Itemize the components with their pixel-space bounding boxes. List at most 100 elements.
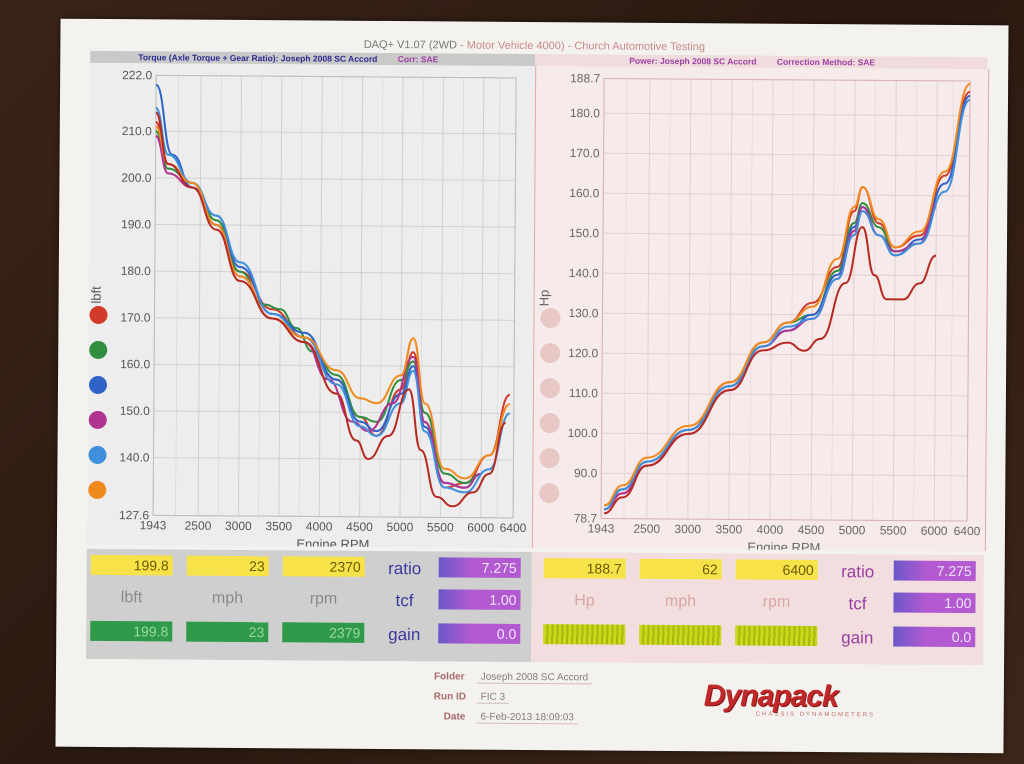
torque-chart-title: Torque (Axle Torque + Gear Ratio): Josep… — [138, 52, 378, 64]
power-rpm-value: 6400 — [735, 559, 818, 580]
power-value: 188.7 — [543, 558, 626, 579]
legend-dot[interactable] — [88, 445, 107, 464]
power-ratio-value: 7.275 — [893, 560, 976, 582]
grid-line-minor — [913, 80, 918, 521]
grid-line-x — [439, 77, 444, 518]
y-tick-label: 160.0 — [569, 186, 599, 200]
grid-line-y — [602, 272, 969, 277]
grid-line-y — [603, 232, 970, 237]
grid-line-minor — [419, 77, 424, 518]
grid-line-x — [851, 80, 856, 521]
series-line-7 — [603, 226, 937, 515]
date-label: Date — [443, 711, 466, 723]
x-tick-label: 3500 — [265, 519, 292, 533]
x-tick-label: 2500 — [633, 522, 660, 536]
date-row: Date 6-Feb-2013 18:09:03 — [443, 711, 578, 725]
y-tick-label: 127.6 — [119, 508, 149, 522]
grid-line-y — [154, 270, 515, 275]
run-id-label: Run ID — [433, 691, 467, 703]
rpm-peak-value: 2379 — [282, 622, 365, 643]
legend-dot-faded[interactable] — [539, 413, 560, 434]
x-tick-label: 6000 — [467, 521, 494, 535]
grid-line-x — [728, 79, 733, 520]
legend-dot[interactable] — [88, 410, 107, 429]
y-tick-label: 140.0 — [569, 266, 599, 280]
power-unit-label: Hp — [574, 592, 595, 610]
grid-line-minor — [950, 80, 954, 521]
power-tcf-value: 1.00 — [893, 592, 976, 614]
grid-line-minor — [667, 78, 671, 519]
y-axis-label: lbft — [89, 286, 104, 304]
power-tcf-label: tcf — [848, 594, 867, 614]
x-tick-label: 6000 — [921, 524, 948, 538]
y-tick-label: 170.0 — [570, 146, 600, 160]
dynapack-logo-subtitle: CHASSIS DYNAMOMETERS — [755, 711, 876, 719]
legend-dot-faded[interactable] — [540, 308, 561, 329]
torque-value: 199.8 — [90, 554, 173, 576]
legend-dot[interactable] — [89, 340, 108, 359]
power-ratio-label: ratio — [841, 562, 875, 582]
grid-line-x — [480, 77, 485, 518]
grid-line-x — [769, 79, 774, 520]
x-tick-label: 3000 — [674, 522, 701, 536]
grid-line-minor — [460, 77, 464, 518]
power-speed-value: 62 — [639, 558, 722, 580]
legend-dot[interactable] — [88, 480, 107, 499]
grid-line-x — [933, 80, 938, 521]
speed-peak-value: 23 — [186, 621, 269, 643]
grid-line-y — [601, 472, 968, 477]
grid-line-minor — [258, 76, 262, 517]
x-tick-label: 1943 — [140, 518, 167, 532]
x-tick-label: 5500 — [427, 520, 454, 534]
series-legend — [88, 305, 108, 499]
grid-line-x — [810, 79, 815, 520]
folder-value: Joseph 2008 SC Accord — [476, 671, 593, 685]
y-tick-label: 140.0 — [119, 450, 149, 464]
y-tick-label: 160.0 — [120, 357, 150, 371]
y-tick-label: 188.7 — [570, 71, 600, 85]
plot-frame — [600, 77, 971, 522]
legend-dot[interactable] — [89, 305, 108, 324]
tcf-label: tcf — [395, 591, 414, 611]
rpm-unit-label: rpm — [309, 590, 338, 608]
x-tick-label: 3000 — [225, 519, 252, 533]
gain-value: 0.0 — [438, 623, 521, 644]
series-line-5 — [603, 98, 971, 511]
legend-dot-faded[interactable] — [539, 448, 560, 469]
legend-dot-faded[interactable] — [539, 483, 560, 504]
y-tick-label: 78.7 — [574, 511, 598, 525]
run-id-value: FIC 3 — [476, 691, 510, 704]
grid-line-y — [154, 317, 515, 321]
plot-frame — [152, 74, 517, 519]
y-tick-label: 90.0 — [574, 466, 598, 480]
folder-label: Folder — [433, 671, 465, 683]
y-tick-label: 180.0 — [121, 264, 151, 278]
power-gain-label: gain — [841, 628, 874, 648]
x-tick-label: 6400 — [954, 524, 981, 538]
legend-dot[interactable] — [88, 375, 107, 394]
series-line-6 — [154, 125, 511, 480]
grid-line-y — [602, 352, 969, 357]
grid-line-x — [278, 76, 283, 517]
power-stats-panel: 188.7 62 6400 Hp mph rpm ratio tcf gain … — [531, 552, 984, 666]
grid-line-minor — [298, 76, 303, 517]
tcf-value: 1.00 — [438, 589, 521, 610]
grid-line-minor — [339, 76, 343, 517]
grid — [152, 74, 517, 519]
grid-line-minor — [831, 80, 835, 521]
torque-correction: Corr: SAE — [397, 54, 439, 65]
torque-chart: 1943 2500 3000 3500 4000 4500 5000 5500 6000 6400… — [88, 68, 527, 548]
y-tick-label: 210.0 — [122, 124, 152, 138]
legend-dot-faded[interactable] — [540, 343, 561, 364]
grid-line-y — [155, 177, 516, 181]
legend-dot-faded[interactable] — [539, 378, 560, 399]
torque-chart-panel: 1943 2500 3000 3500 4000 4500 5000 5500 6000 6400… — [86, 62, 536, 549]
x-tick-label: 1943 — [588, 521, 615, 535]
y-tick-label: 222.0 — [122, 68, 152, 82]
power-chart: 1943 2500 3000 3500 4000 4500 5000 5500 6000 6400… — [537, 71, 981, 551]
grid-line-minor — [790, 79, 794, 520]
grid-line-minor — [379, 76, 384, 517]
grid-line-y — [603, 112, 970, 117]
grid-line-y — [154, 363, 515, 368]
y-tick-label: 200.0 — [121, 171, 151, 185]
